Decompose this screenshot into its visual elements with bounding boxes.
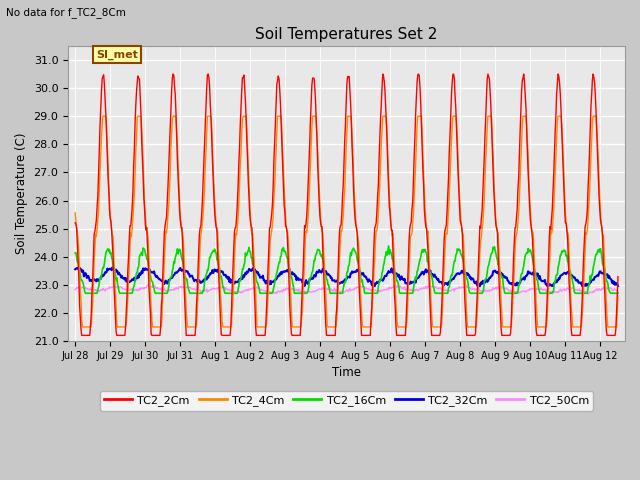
Title: Soil Temperatures Set 2: Soil Temperatures Set 2 bbox=[255, 27, 438, 42]
Text: No data for f_TC2_8Cm: No data for f_TC2_8Cm bbox=[6, 7, 126, 18]
Text: SI_met: SI_met bbox=[96, 50, 138, 60]
Legend: TC2_2Cm, TC2_4Cm, TC2_16Cm, TC2_32Cm, TC2_50Cm: TC2_2Cm, TC2_4Cm, TC2_16Cm, TC2_32Cm, TC… bbox=[100, 391, 593, 410]
X-axis label: Time: Time bbox=[332, 366, 361, 379]
Y-axis label: Soil Temperature (C): Soil Temperature (C) bbox=[15, 133, 28, 254]
